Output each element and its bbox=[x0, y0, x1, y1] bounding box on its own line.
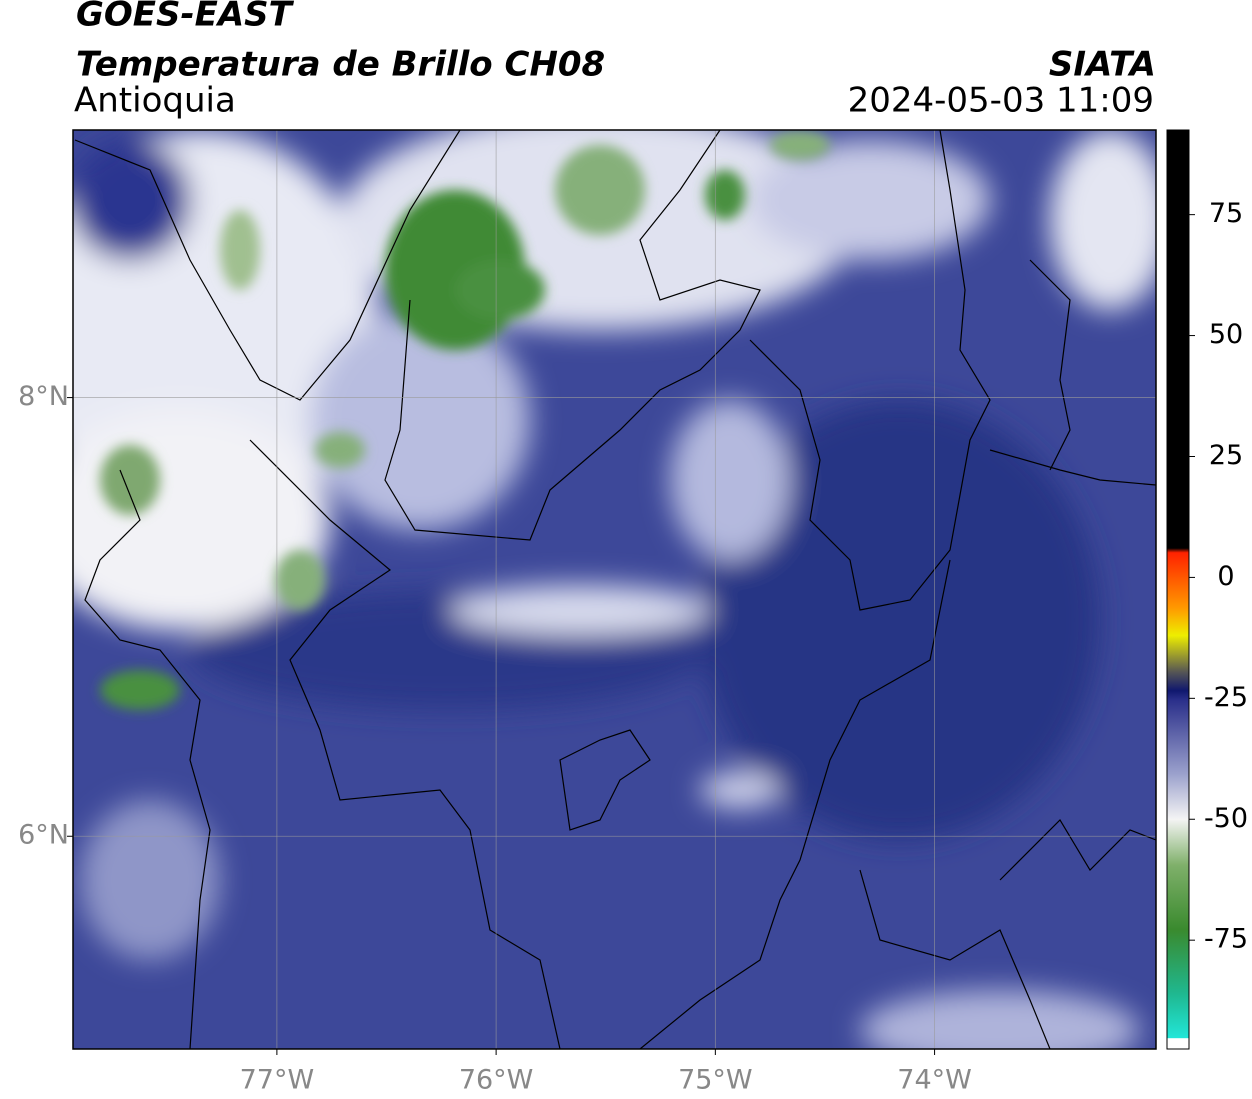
timestamp: 2024-05-03 11:09 bbox=[848, 81, 1154, 121]
colorbar bbox=[1166, 129, 1190, 1050]
colorbar-tick-label: -50 bbox=[1204, 803, 1248, 834]
colorbar-tick-label: 75 bbox=[1209, 198, 1243, 229]
x-tick-label: 77°W bbox=[240, 1065, 315, 1096]
colorbar-tick-label: 25 bbox=[1209, 440, 1243, 471]
colorbar-tick-label: -75 bbox=[1204, 924, 1248, 955]
y-tick-label: 6°N bbox=[18, 820, 69, 851]
y-tick-label: 8°N bbox=[18, 381, 69, 412]
region: Antioquia bbox=[74, 81, 236, 121]
colorbar-tick-label: -25 bbox=[1204, 682, 1248, 713]
x-tick-label: 75°W bbox=[678, 1065, 753, 1096]
borders bbox=[74, 130, 1156, 1049]
x-tick-label: 74°W bbox=[897, 1065, 972, 1096]
subtitle: Temperatura de Brillo CH08 bbox=[76, 45, 605, 85]
colorbar-tick-label: 0 bbox=[1217, 561, 1234, 592]
colorbar-tick-label: 50 bbox=[1209, 319, 1243, 350]
x-tick-label: 76°W bbox=[459, 1065, 534, 1096]
grid bbox=[73, 130, 1156, 1049]
satellite-image bbox=[73, 130, 1156, 1049]
map-frame bbox=[72, 129, 1157, 1050]
source: SIATA bbox=[1049, 45, 1156, 85]
title: GOES-EAST bbox=[76, 0, 295, 35]
